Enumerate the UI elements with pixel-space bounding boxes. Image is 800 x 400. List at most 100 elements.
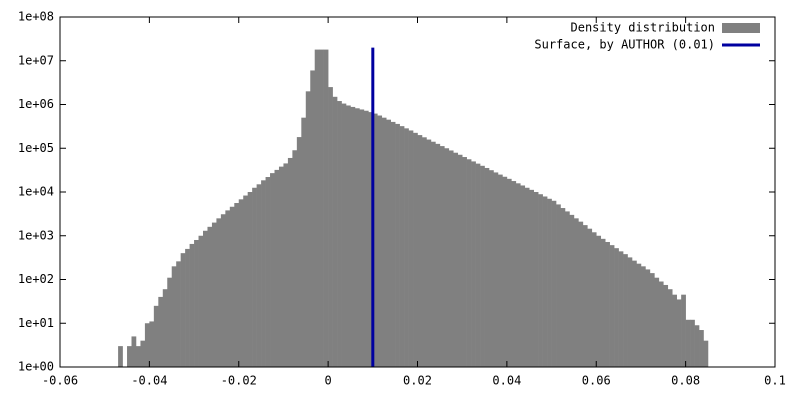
histogram-bar — [256, 184, 262, 367]
histogram-bar — [489, 170, 494, 367]
histogram-bar — [542, 196, 548, 367]
histogram-bar — [243, 195, 248, 367]
histogram-bar — [524, 187, 530, 367]
histogram-bar — [377, 115, 383, 367]
y-tick-label: 1e+04 — [18, 185, 54, 199]
histogram-bar — [663, 284, 669, 367]
histogram-bar — [605, 241, 610, 367]
histogram-bar — [609, 245, 615, 367]
histogram-bar — [627, 257, 633, 367]
histogram-bar — [194, 239, 199, 367]
y-tick-label: 1e+02 — [18, 272, 54, 286]
histogram-bar — [515, 183, 521, 367]
histogram-bar — [435, 143, 441, 367]
histogram-bar — [225, 210, 231, 367]
histogram-bar — [292, 150, 298, 367]
histogram-bar — [466, 159, 472, 367]
histogram-bar — [149, 321, 155, 367]
histogram-bar — [573, 218, 579, 367]
histogram-bar — [618, 251, 624, 367]
histogram-bar — [305, 91, 311, 367]
histogram-bar — [448, 150, 454, 367]
histogram-bar — [354, 108, 360, 368]
histogram-bar — [220, 214, 226, 367]
histogram-bar — [319, 49, 324, 368]
histogram-bar — [359, 109, 365, 367]
histogram-bar — [176, 261, 181, 367]
histogram-bar — [600, 238, 606, 367]
histogram-bar — [274, 169, 280, 367]
histogram-bar — [596, 235, 602, 367]
histogram-bar — [390, 121, 396, 367]
histogram-bar — [310, 70, 316, 368]
histogram-bar — [180, 253, 186, 367]
histogram-bar — [484, 167, 490, 367]
histogram-bar — [694, 325, 700, 367]
histogram-bar — [502, 176, 508, 367]
histogram-bar — [560, 208, 566, 367]
histogram-bar — [439, 146, 445, 367]
x-tick-label: 0.04 — [492, 374, 521, 388]
histogram-bar — [229, 206, 235, 367]
histogram-bar — [363, 110, 369, 368]
histogram-bar — [171, 266, 177, 367]
histogram-bar — [636, 263, 642, 367]
histogram-bar — [323, 49, 329, 368]
histogram-bar — [645, 269, 651, 367]
y-tick-label: 1e+06 — [18, 97, 54, 111]
histogram-bar — [372, 113, 378, 368]
histogram-bar — [337, 101, 342, 367]
histogram-bar — [185, 248, 190, 367]
histogram-bar — [328, 87, 333, 368]
histogram-bar — [569, 214, 575, 367]
histogram-bar — [198, 235, 204, 367]
x-tick-label: -0.02 — [221, 374, 257, 388]
histogram-bar — [350, 106, 356, 367]
histogram-bar — [278, 166, 284, 367]
histogram-bar — [587, 228, 593, 367]
histogram-bar — [672, 294, 677, 367]
histogram-bar — [399, 126, 405, 367]
histogram-bar — [614, 248, 619, 367]
histogram-bar — [475, 163, 481, 367]
histogram-bar — [430, 141, 436, 367]
y-tick-label: 1e+08 — [18, 10, 54, 24]
histogram-bar — [368, 112, 374, 368]
histogram-bar — [211, 222, 217, 367]
histogram-bar — [158, 296, 164, 367]
histogram-bar — [426, 139, 432, 367]
x-tick-label: 0.08 — [671, 374, 700, 388]
y-tick-label: 1e+03 — [18, 228, 54, 242]
x-tick-label: 0.1 — [764, 374, 786, 388]
histogram-bar — [578, 221, 584, 367]
histogram-bar — [453, 152, 459, 367]
histogram-bar — [591, 232, 597, 367]
histogram-bar — [131, 336, 137, 367]
histogram-bar — [699, 330, 704, 367]
histogram-bar — [493, 172, 499, 367]
histogram-bar — [346, 105, 351, 367]
histogram-bar — [140, 340, 146, 367]
histogram-bar — [301, 117, 307, 367]
histogram-bar — [153, 305, 159, 367]
histogram-bar — [162, 289, 168, 367]
y-tick-label: 1e+00 — [18, 360, 54, 374]
histogram-bar — [632, 260, 637, 367]
histogram-bar — [471, 161, 476, 367]
histogram-bar — [649, 273, 655, 367]
histogram-bar — [118, 346, 123, 367]
histogram-bar — [189, 243, 195, 367]
histogram-bar — [676, 299, 682, 367]
histogram-bar — [551, 200, 557, 367]
histogram-bar — [703, 340, 709, 367]
histogram-bar — [203, 230, 208, 367]
x-tick-label: -0.04 — [131, 374, 167, 388]
histogram-bar — [381, 117, 387, 367]
histogram-bar — [690, 319, 695, 367]
histogram-bar — [135, 346, 141, 367]
histogram-bar — [457, 154, 463, 367]
histogram-bar — [538, 194, 543, 367]
histogram-bar — [207, 226, 213, 367]
histogram-bar — [511, 181, 517, 367]
